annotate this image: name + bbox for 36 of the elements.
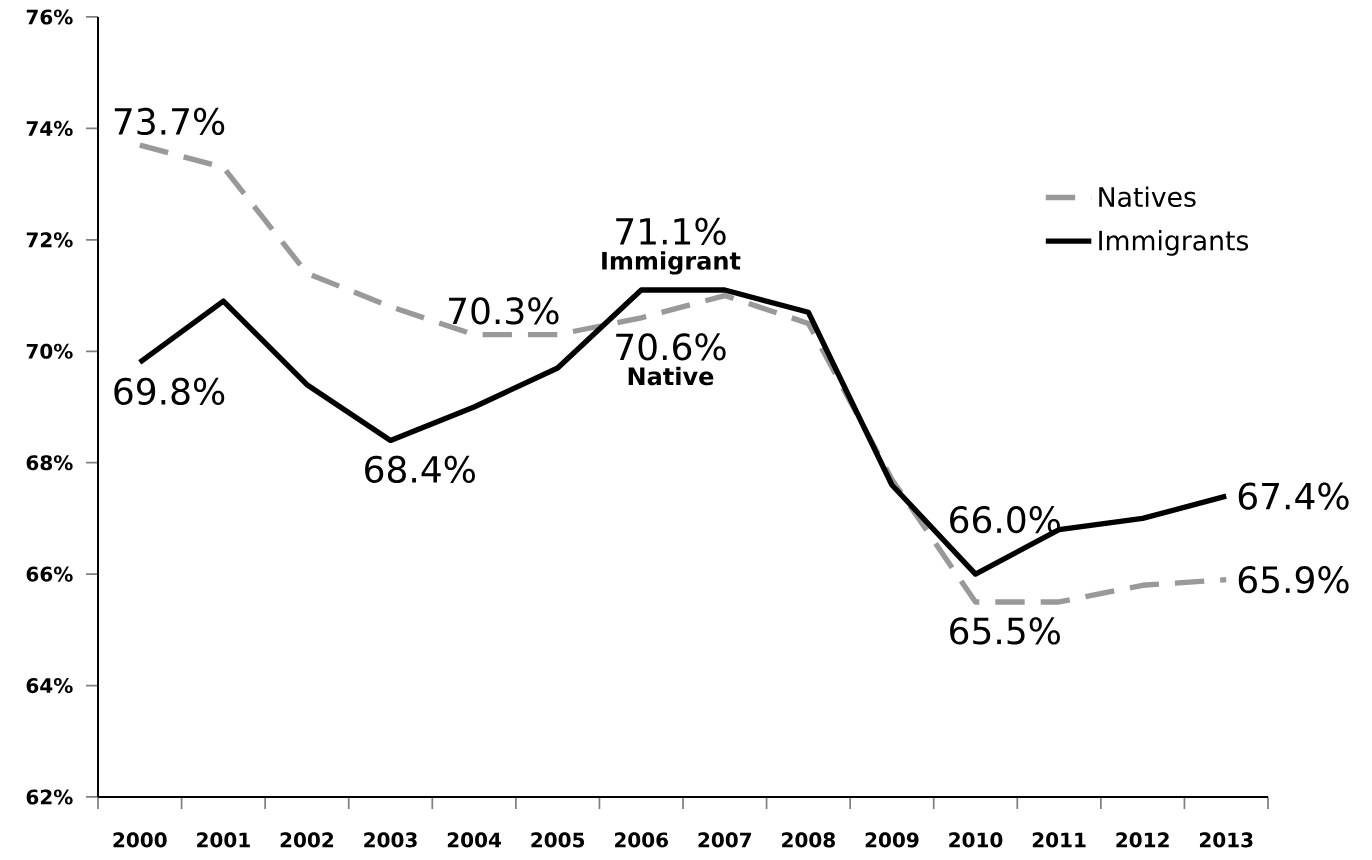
y-tick-label: 70% bbox=[26, 343, 73, 359]
y-tick-label: 74% bbox=[26, 120, 73, 136]
annotation: Immigrant bbox=[602, 251, 741, 275]
x-tick-label: 2011 bbox=[1032, 832, 1086, 848]
x-tick-label: 2004 bbox=[447, 832, 501, 848]
legend-label: Natives bbox=[1099, 186, 1196, 208]
data-label: 73.7% bbox=[114, 107, 225, 136]
y-tick-label: 72% bbox=[26, 232, 73, 248]
data-label: 67.4% bbox=[1238, 482, 1349, 510]
data-label: 70.6% bbox=[616, 333, 726, 361]
x-tick-label: 2005 bbox=[531, 832, 585, 848]
legend-label: Immigrants bbox=[1099, 229, 1249, 256]
y-tick-label: 68% bbox=[26, 455, 73, 471]
y-tick-label: 62% bbox=[26, 789, 73, 805]
y-tick-label: 76% bbox=[26, 9, 73, 25]
y-tick-label: 64% bbox=[26, 677, 73, 694]
data-label: 65.5% bbox=[950, 617, 1060, 645]
data-label: 65.9% bbox=[1238, 566, 1349, 594]
x-tick-label: 2006 bbox=[614, 832, 668, 848]
data-label: 69.8% bbox=[114, 377, 225, 406]
data-label: 68.4% bbox=[365, 455, 475, 484]
data-label: 66.0% bbox=[950, 506, 1060, 534]
x-tick-label: 2001 bbox=[197, 832, 250, 848]
annotation: Native bbox=[628, 366, 714, 386]
x-tick-label: 2009 bbox=[865, 832, 919, 848]
x-tick-label: 2012 bbox=[1116, 832, 1169, 848]
x-tick-label: 2010 bbox=[949, 832, 1003, 848]
data-label: 70.3% bbox=[449, 297, 559, 325]
x-tick-label: 2007 bbox=[698, 832, 752, 848]
x-tick-label: 2013 bbox=[1199, 832, 1253, 848]
x-tick-label: 2002 bbox=[280, 832, 334, 848]
x-tick-label: 2008 bbox=[782, 832, 835, 848]
y-tick-label: 66% bbox=[26, 566, 73, 582]
data-label: 71.1% bbox=[616, 217, 726, 245]
x-tick-label: 2000 bbox=[113, 832, 167, 848]
x-tick-label: 2003 bbox=[364, 832, 417, 848]
